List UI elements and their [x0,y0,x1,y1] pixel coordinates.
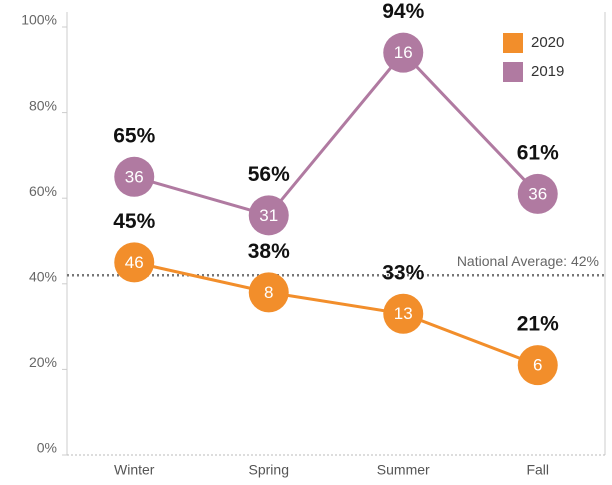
bubble-count: 16 [394,43,413,62]
data-label: 56% [248,163,290,186]
legend-swatch [503,33,523,53]
reference-label: National Average: 42% [457,253,599,269]
bubble-count: 13 [394,304,413,323]
bubble-count: 36 [528,184,547,203]
bubble [383,293,424,334]
legend-label: 2020 [531,34,564,51]
series-line [133,50,539,218]
bubble-count: 36 [125,167,144,186]
data-label: 61% [517,141,559,164]
y-tick-label: 20% [29,354,57,370]
bubble [114,242,155,283]
y-tick-label: 0% [37,440,57,456]
bubble [517,173,558,214]
y-tick-label: 40% [29,269,57,285]
data-label: 21% [517,313,559,336]
legend-swatch [503,62,523,82]
y-tick-label: 100% [21,12,57,28]
bubble [517,345,558,386]
bubble-count: 8 [264,283,273,302]
y-tick-label: 80% [29,97,57,113]
bubble [248,272,289,313]
data-label: 65% [113,124,155,147]
data-label: 94% [382,0,424,23]
bubble [114,156,155,197]
bubble [383,32,424,73]
bubble-count: 31 [259,206,278,225]
x-tick-label: Spring [249,462,289,478]
y-tick-label: 60% [29,183,57,199]
legend-label: 2019 [531,63,564,80]
data-label: 33% [382,261,424,284]
bubble-count: 46 [125,253,144,272]
x-tick-label: Fall [526,462,549,478]
series-line [133,260,539,367]
x-tick-label: Winter [114,462,155,478]
bubble-count: 6 [533,356,542,375]
data-label: 45% [113,210,155,233]
data-label: 38% [248,240,290,263]
x-tick-label: Summer [377,462,430,478]
bubble [248,195,289,236]
